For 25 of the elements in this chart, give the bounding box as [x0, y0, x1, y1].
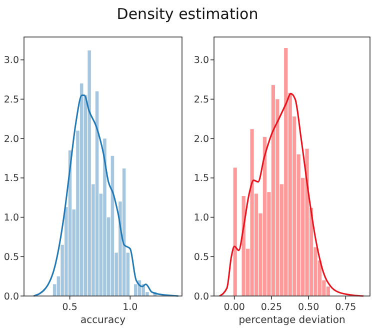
- x-axis-title: percentage deviation: [238, 315, 346, 326]
- y-tick-label: 2.5: [194, 94, 209, 106]
- line-series: [32, 94, 180, 297]
- x-tick-label: 0.00: [224, 302, 245, 313]
- y-tick-label: 2.0: [194, 134, 209, 145]
- y-tick-label: 1.0: [4, 212, 19, 224]
- line-series: [218, 92, 364, 297]
- x-tick-label: 0.75: [335, 302, 356, 313]
- y-tick-label: 0.5: [194, 252, 209, 263]
- y-tick-label: 0.0: [194, 291, 209, 302]
- chart-title: Density estimation: [116, 5, 258, 23]
- y-tick-label: 2.0: [4, 134, 19, 145]
- x-tick-label: 0.50: [298, 302, 320, 313]
- y-tick-label: 0.5: [4, 252, 19, 263]
- y-tick-label: 1.5: [194, 173, 209, 184]
- y-tick-label: 1.5: [4, 173, 19, 184]
- y-tick-label: 1.0: [194, 212, 209, 224]
- x-tick-label: 1.0: [122, 302, 138, 313]
- y-tick-label: 0.0: [4, 291, 19, 302]
- x-axis-title: accuracy: [80, 315, 126, 326]
- y-tick-label: 3.0: [4, 55, 19, 66]
- y-tick-label: 3.0: [194, 55, 209, 66]
- x-tick-label: 0.25: [260, 302, 282, 313]
- y-tick-label: 2.5: [4, 94, 19, 106]
- x-tick-label: 0.5: [62, 302, 78, 313]
